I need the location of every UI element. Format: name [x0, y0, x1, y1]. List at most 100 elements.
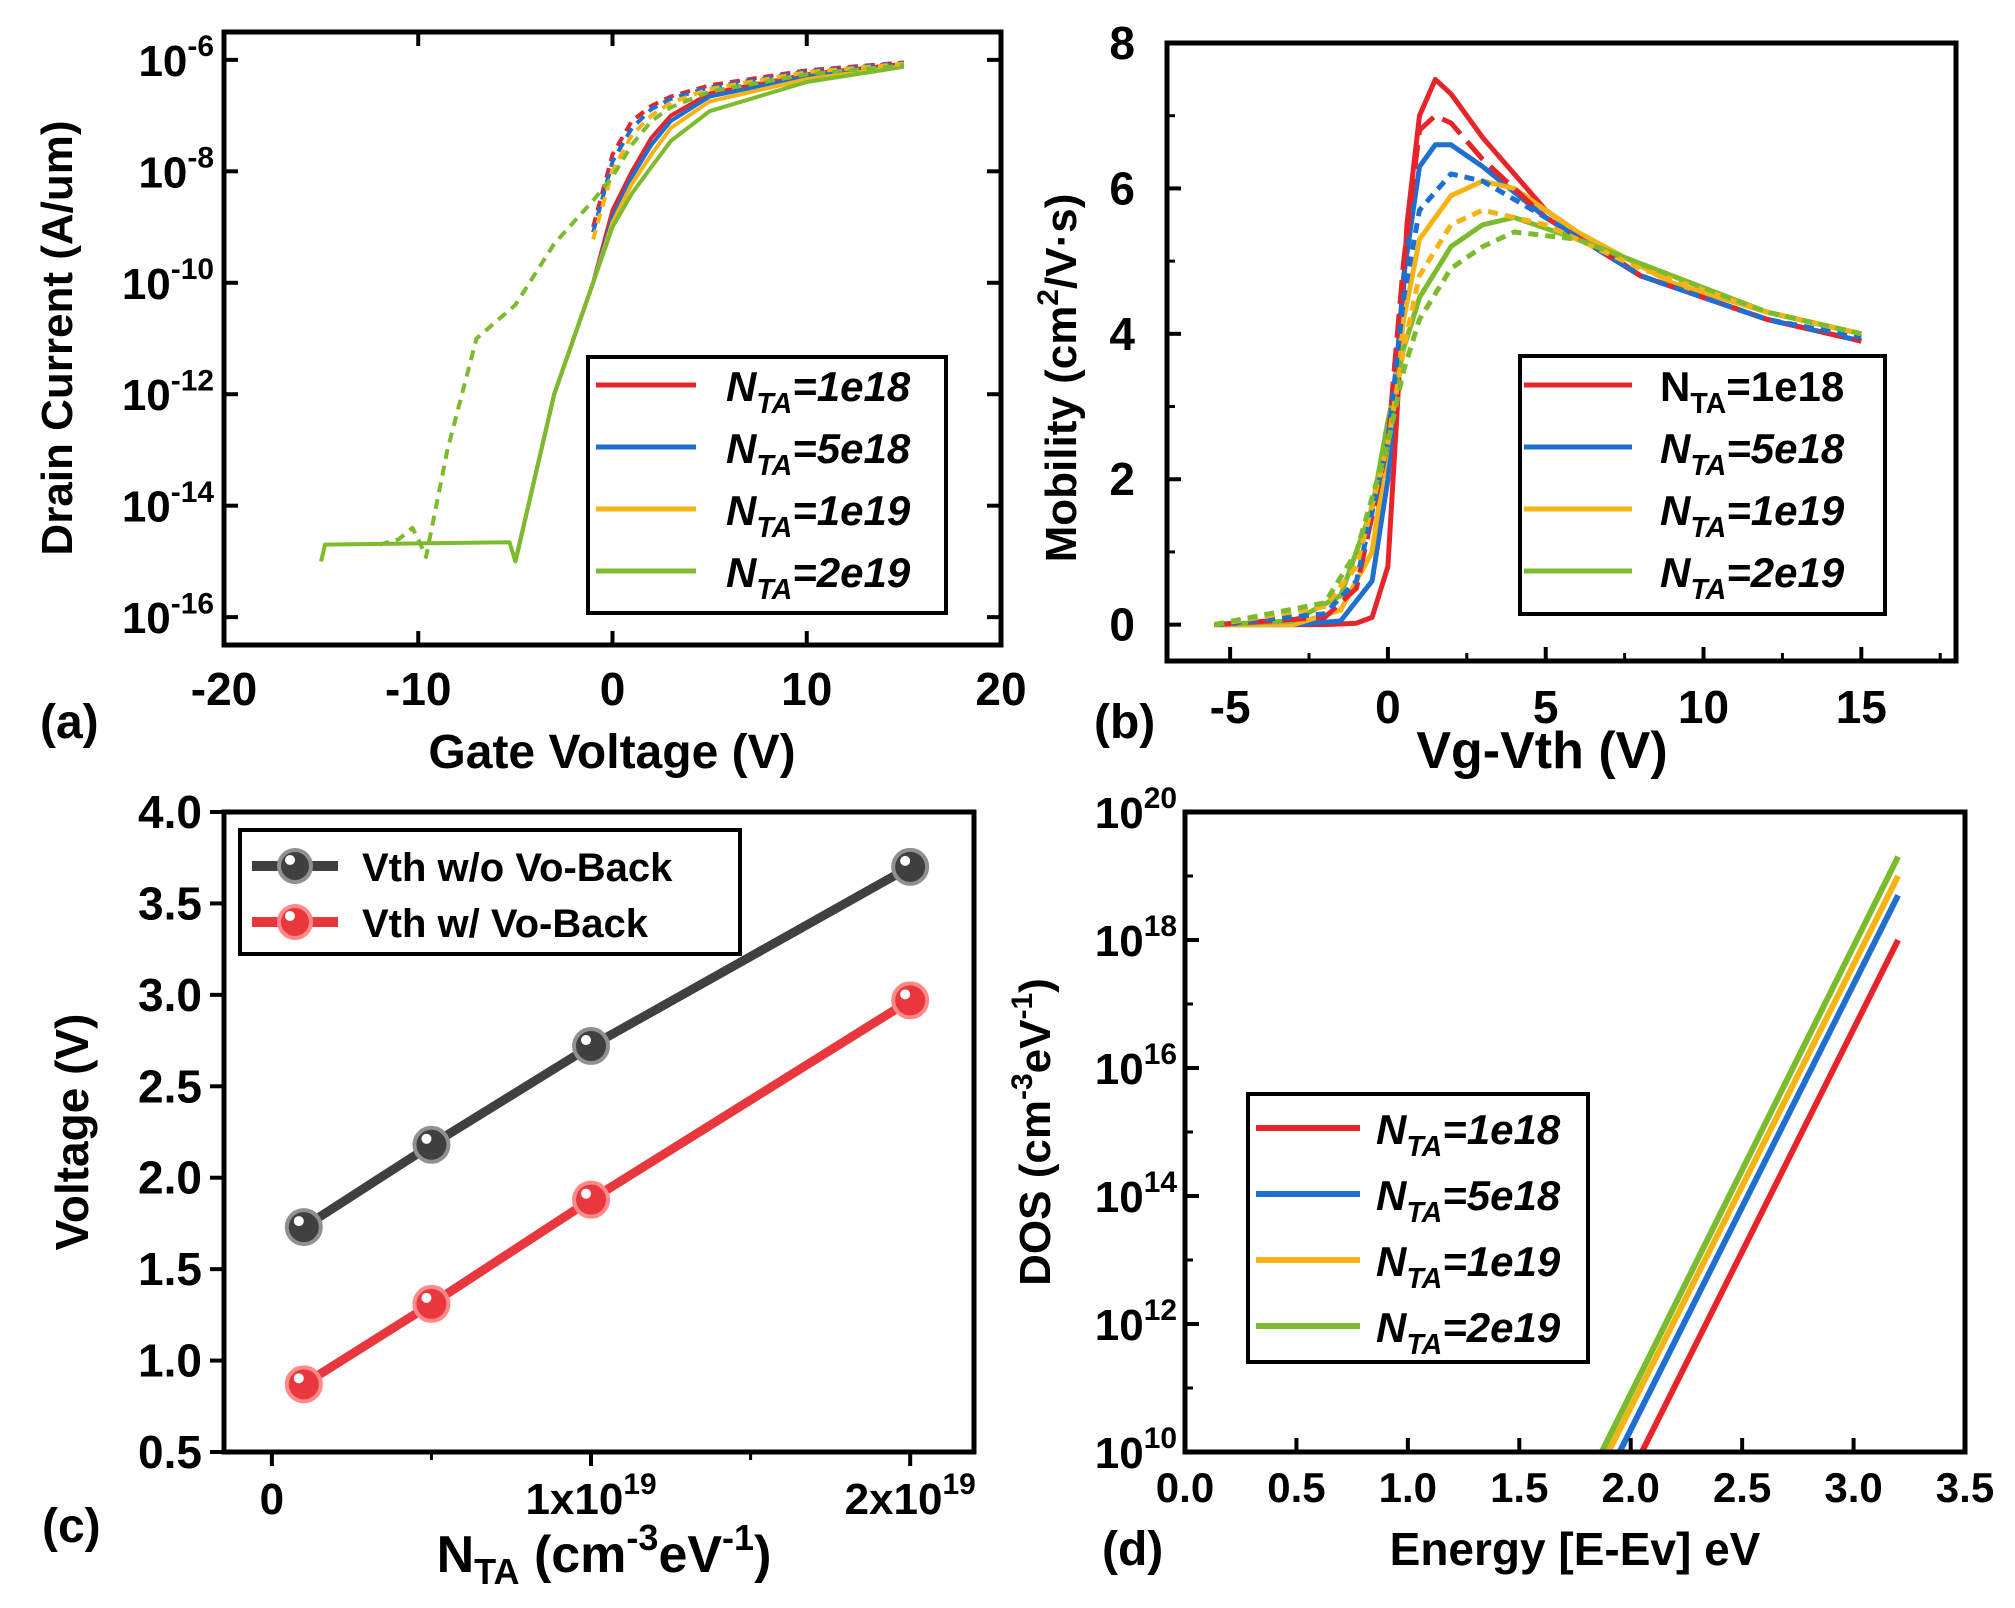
panel-b-ytick-label: 8 [1109, 17, 1135, 69]
panel-c-xtick-label: 2x1019 [845, 1468, 976, 1524]
panel-a-ytick-label-part: -6 [187, 30, 214, 63]
panel-c-marker-highlight [421, 1133, 432, 1144]
panel-d-series-2 [1616, 893, 1901, 1454]
panel-c-marker [412, 1284, 451, 1323]
panel-a-legend-label-part: N [726, 487, 758, 534]
panel-d-legend-label-part: N [1376, 1238, 1408, 1285]
panel-d-xlabel: Energy [E-Ev] eV [1390, 1523, 1761, 1575]
panel-c-ytick-label-part: 3.5 [138, 877, 202, 929]
panel-c-marker-highlight [581, 1035, 592, 1046]
panel-d-legend-label-part: =5e18 [1442, 1172, 1561, 1219]
panel-d-legend-label-part: TA [1406, 1131, 1442, 1163]
panel-a-ylabel: Drain Current (A/um) [33, 120, 82, 555]
panel-c-ytick-label: 0.5 [138, 1426, 202, 1478]
panel-d-xtick-label-part: 0.0 [1156, 1464, 1214, 1511]
panel-d-xtick-label-part: 1.5 [1490, 1464, 1548, 1511]
panel-a-xtick-label: 0 [600, 663, 626, 715]
panel-a-series-4 [319, 64, 905, 564]
panel-b-ylabel: Mobility (cm2/V·s) [1032, 194, 1086, 563]
panel-a-ytick-label: 10-10 [122, 253, 214, 309]
panel-b-series-7 [1213, 207, 1862, 628]
panel-d-legend-label-part: =1e19 [1442, 1238, 1561, 1285]
panel-d-legend-label: NTA=2e19 [1376, 1304, 1561, 1361]
panel-c-ylabel: Voltage (V) [46, 1014, 98, 1251]
panel-b-xtick-label-part: 10 [1678, 681, 1729, 733]
panel-c-ytick-label-part: 3.0 [138, 969, 202, 1021]
panel-c-series-1 [301, 862, 913, 1231]
panel-a-ytick-label: 10-6 [138, 30, 214, 86]
panel-d-ytick-label-part: 10 [1095, 1045, 1144, 1094]
panel-d-ytick-label: 1016 [1095, 1038, 1177, 1094]
panel-a-legend-label-part: =1e18 [792, 363, 911, 410]
panel-d-curves [1599, 855, 1901, 1454]
panel-a-ytick-label-part: 10 [138, 148, 187, 197]
panel-d-legend-label: NTA=1e18 [1376, 1106, 1561, 1163]
panel-d-ytick-label-part: 16 [1144, 1038, 1177, 1071]
panel-d-ylabel: DOS (cm-3eV-1) [1006, 978, 1060, 1286]
panel-d-series-1 [1639, 938, 1901, 1454]
panel-c-marker [572, 1180, 611, 1219]
panel-d-xtick-label: 0.5 [1267, 1464, 1325, 1511]
panel-b-xtick-label: 0 [1375, 681, 1401, 733]
panel-c-legend-marker-highlight [285, 855, 295, 865]
panel-c-xlabel: NTA (cm-3eV-1) [437, 1517, 772, 1592]
panel-d-xtick-label: 3.5 [1936, 1464, 1994, 1511]
panel-d-legend-label: NTA=5e18 [1376, 1172, 1561, 1229]
panel-a-xtick-label-part: 20 [975, 663, 1026, 715]
panel-c-marker-highlight [581, 1188, 592, 1199]
panel-d-legend-label-part: N [1376, 1172, 1408, 1219]
panel-a-legend-label-part: =1e19 [792, 487, 911, 534]
panel-d-legend-label-part: TA [1406, 1197, 1442, 1229]
panel-b-legend-label-part: =1e19 [1726, 487, 1845, 534]
panel-c-series-2 [301, 996, 913, 1389]
panel-a-ytick-label-part: -8 [187, 142, 214, 175]
panel-c-ytick-label: 1.0 [138, 1335, 202, 1387]
panel-d-ytick-label: 1012 [1095, 1294, 1177, 1350]
panel-d-legend-label-part: N [1376, 1106, 1408, 1153]
panel-a-label: (a) [40, 696, 99, 749]
panel-c-label: (c) [42, 1500, 101, 1553]
panel-d-xtick-label: 3.0 [1824, 1464, 1882, 1511]
panel-b-ticks: -5 0 5 10 15 0 2 4 6 8 [1109, 17, 1942, 733]
panel-a-ytick-label-part: -10 [171, 253, 214, 286]
panel-b-ytick-label-part: 2 [1109, 453, 1135, 505]
panel-c-ytick-label-part: 1.5 [138, 1243, 202, 1295]
panel-b-ytick-label: 6 [1109, 162, 1135, 214]
panel-a-xtick-label-part: 10 [781, 663, 832, 715]
panel-d-ytick-label-part: 10 [1144, 1422, 1177, 1455]
panel-a-xtick-label-part: 0 [600, 663, 626, 715]
panel-c-marker-highlight [293, 1373, 304, 1384]
panel-d-ytick-label: 1014 [1095, 1166, 1178, 1222]
panel-b-ytick-label-part: 0 [1109, 599, 1135, 651]
panel-b-curves [1213, 76, 1862, 628]
panel-c-ytick-label: 2.0 [138, 1152, 202, 1204]
panel-a-legend-label-part: TA [756, 574, 792, 606]
panel-d-ytick-label-part: 14 [1144, 1166, 1178, 1199]
panel-b-xtick-label: 10 [1678, 681, 1729, 733]
panel-b-xlabel: Vg-Vth (V) [1416, 722, 1667, 780]
panel-c-ytick-label-part: 2.5 [138, 1060, 202, 1112]
panel-d-ytick-label-part: 10 [1095, 1429, 1144, 1478]
panel-a-series-8 [378, 63, 905, 559]
panel-a-legend-label-part: TA [756, 512, 792, 544]
panel-c-frame [221, 809, 977, 1455]
panel-d-ytick-label: 1010 [1095, 1422, 1177, 1478]
panel-d-xtick-label: 2.5 [1713, 1464, 1771, 1511]
panel-a-ytick-label: 10-12 [122, 364, 214, 420]
panel-c-ytick-label: 3.5 [138, 877, 202, 929]
panel-b-legend-label: NTA=5e18 [1660, 425, 1845, 482]
panel-d-legend-label-part: TA [1406, 1263, 1442, 1295]
panel-a-legend-label: NTA=5e18 [726, 425, 911, 482]
panel-b-frame [1164, 40, 1959, 664]
panel-c-legend-label: Vth w/ Vo-Back [362, 902, 649, 946]
panel-a-xtick-label: -20 [191, 663, 257, 715]
panel-b-legend-label-part: N [1660, 363, 1690, 410]
panel-b-xtick-label-part: 5 [1533, 681, 1559, 733]
panel-c-curves [284, 847, 930, 1404]
panel-b-xtick-label-part: 0 [1375, 681, 1401, 733]
panel-c-legend: Vth w/o Vo-Back Vth w/ Vo-Back [238, 828, 742, 956]
panel-a-xtick-label: -10 [385, 663, 451, 715]
